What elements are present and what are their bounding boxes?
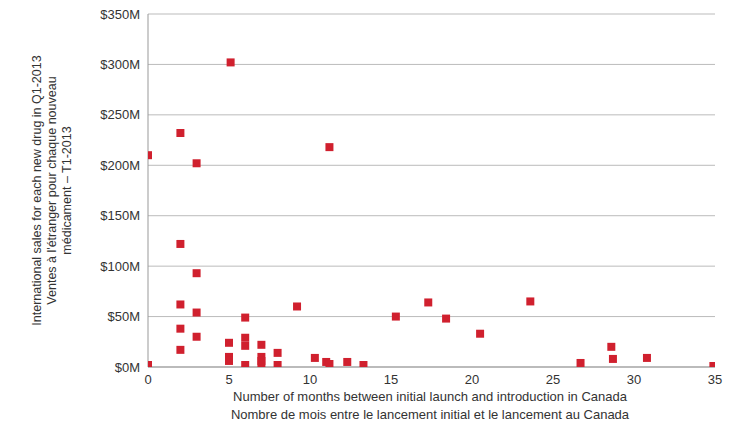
html-text:International sales for each n: International sales for each new drug in… — [29, 55, 44, 326]
svg-text:0: 0 — [144, 372, 151, 387]
svg-text:30: 30 — [627, 372, 641, 387]
html-text:Ventes à l'étranger pour chaqu: Ventes à l'étranger pour chaque nouveau — [44, 76, 59, 305]
svg-text:$50M: $50M — [107, 309, 140, 324]
svg-text:10: 10 — [303, 372, 317, 387]
svg-text:25: 25 — [546, 372, 560, 387]
svg-text:$350M: $350M — [100, 7, 140, 22]
svg-text:15: 15 — [384, 372, 398, 387]
svg-text:35: 35 — [708, 372, 722, 387]
svg-text:$150M: $150M — [100, 208, 140, 223]
svg-text:$200M: $200M — [100, 158, 140, 173]
html-text:Nombre de mois entre le lancem: Nombre de mois entre le lancement initia… — [230, 407, 630, 422]
svg-text:5: 5 — [225, 372, 232, 387]
svg-text:$0M: $0M — [115, 360, 140, 375]
html-text:médicament – T1-2013: médicament – T1-2013 — [59, 126, 74, 255]
html-text:Number of months between initi: Number of months between initial launch … — [233, 389, 627, 404]
svg-text:$300M: $300M — [100, 57, 140, 72]
svg-text:$100M: $100M — [100, 259, 140, 274]
svg-text:$250M: $250M — [100, 107, 140, 122]
svg-text:20: 20 — [465, 372, 479, 387]
